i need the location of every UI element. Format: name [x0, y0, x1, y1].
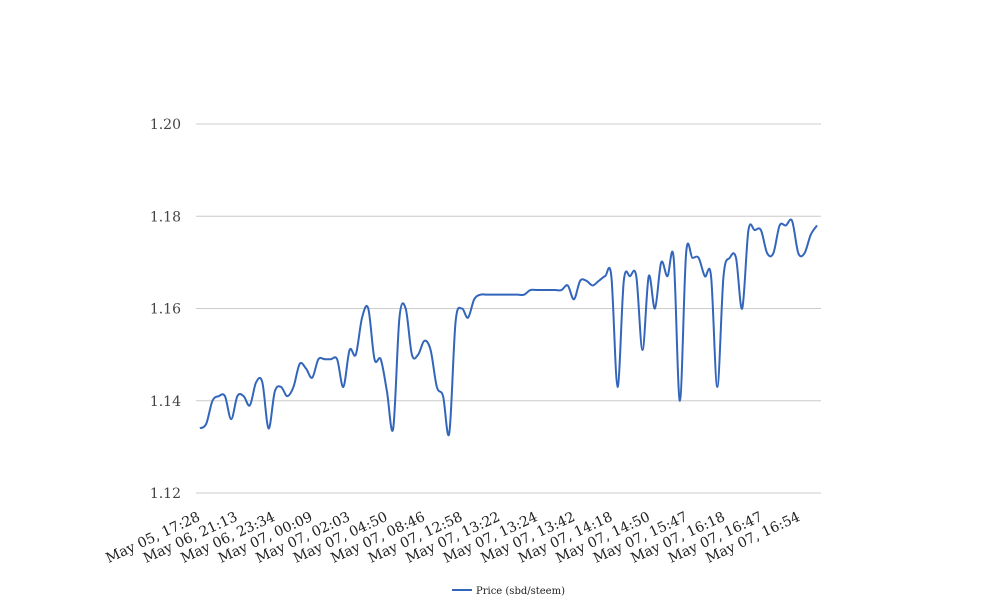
y-tick-label: 1.12 — [150, 486, 181, 502]
legend-entry-price: Price (sbd/steem) — [476, 586, 565, 597]
y-axis-ticks: 1.12 1.14 1.16 1.18 1.20 — [150, 117, 181, 502]
y-tick-label: 1.14 — [150, 394, 181, 410]
y-tick-label: 1.20 — [150, 117, 181, 133]
gridlines — [196, 123, 821, 494]
y-tick-label: 1.16 — [150, 302, 181, 318]
series-line-price — [199, 218, 818, 437]
legend: Price (sbd/steem) — [452, 586, 565, 597]
y-tick-label: 1.18 — [150, 209, 181, 225]
series-layer — [199, 218, 818, 437]
